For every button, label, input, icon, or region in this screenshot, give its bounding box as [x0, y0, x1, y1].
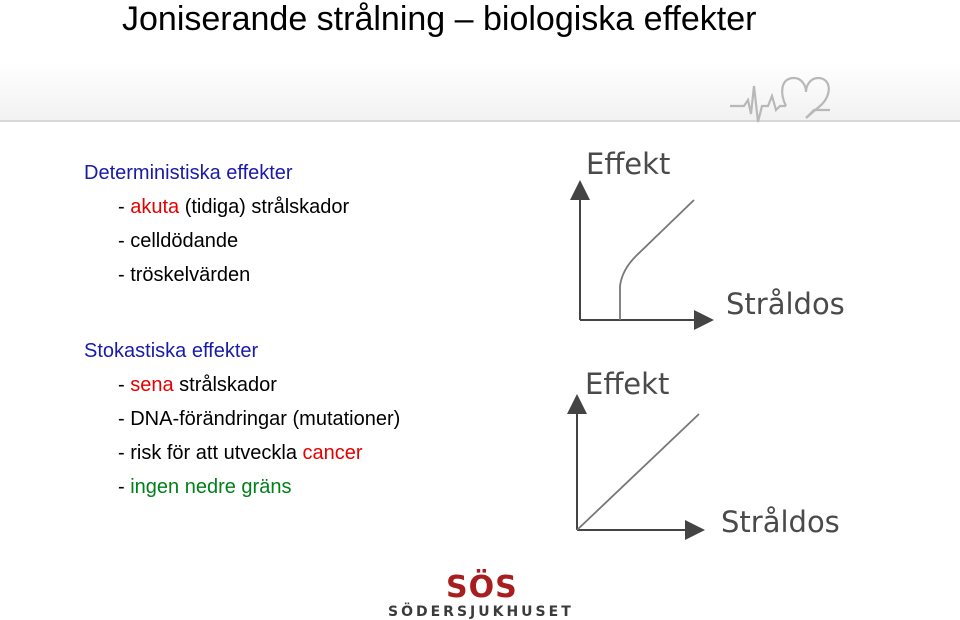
item-prefix: -	[118, 374, 131, 396]
deterministic-item: - tröskelvärden	[84, 258, 349, 292]
logo-mark: SÖS	[446, 570, 518, 605]
item-highlight: cancer	[302, 442, 363, 464]
item-prefix: -	[118, 264, 131, 286]
graph-x-label: Stråldos	[721, 505, 840, 539]
threshold-dose-graph: Effekt Stråldos	[570, 147, 845, 330]
logo-name: SÖDERSJUKHUSET	[388, 604, 574, 620]
slide-title: Joniserande strålning – biologiska effek…	[122, 0, 757, 38]
graph-y-label: Effekt	[586, 147, 670, 181]
stochastic-item: - ingen nedre gräns	[84, 470, 400, 504]
linear-curve	[576, 413, 700, 531]
linear-dose-graph: Effekt Stråldos	[567, 367, 840, 540]
item-text: strålskador	[173, 374, 277, 396]
deterministic-section: Deterministiska effekter - akuta (tidiga…	[84, 156, 349, 292]
item-prefix: -	[118, 476, 131, 498]
item-prefix: -	[118, 230, 131, 252]
item-prefix: - risk för att utveckla	[118, 442, 303, 464]
graph-y-label: Effekt	[585, 367, 669, 401]
item-text: tröskelvärden	[130, 264, 251, 286]
deterministic-item: - akuta (tidiga) strålskador	[84, 190, 349, 224]
item-text: celldödande	[130, 230, 239, 252]
item-highlight: akuta	[130, 196, 180, 218]
item-highlight: ingen nedre gräns	[130, 476, 292, 498]
stochastic-heading: Stokastiska effekter	[84, 340, 259, 362]
graph-x-label: Stråldos	[726, 287, 845, 321]
threshold-curve	[619, 199, 695, 320]
item-prefix: -	[118, 408, 131, 430]
deterministic-heading: Deterministiska effekter	[84, 162, 293, 184]
item-prefix: -	[118, 196, 131, 218]
stochastic-item: - DNA-förändringar (mutationer)	[84, 402, 400, 436]
deterministic-item: - celldödande	[84, 224, 349, 258]
stochastic-item: - risk för att utveckla cancer	[84, 436, 400, 470]
stochastic-section: Stokastiska effekter - sena strålskador …	[84, 334, 400, 504]
item-highlight: sena	[130, 374, 174, 396]
stochastic-item: - sena strålskador	[84, 368, 400, 402]
ecg-heart-icon	[730, 76, 830, 123]
item-text: DNA-förändringar (mutationer)	[130, 408, 401, 430]
title-band	[0, 62, 960, 122]
title-divider	[0, 120, 960, 122]
item-text: (tidiga) strålskador	[179, 196, 350, 218]
